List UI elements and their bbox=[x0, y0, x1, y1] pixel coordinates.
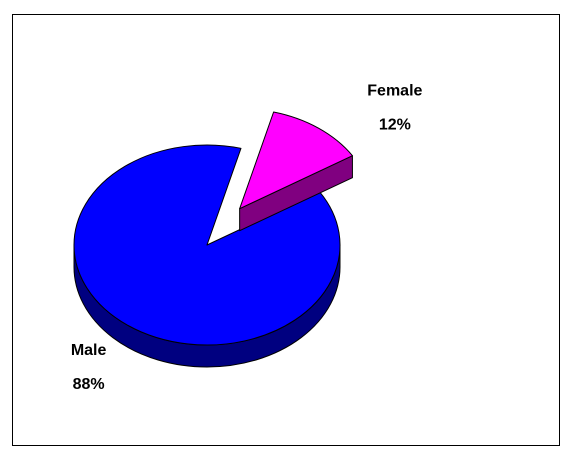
slice-label: Male bbox=[71, 342, 107, 359]
slice-value-label: 88% bbox=[73, 376, 105, 393]
pie-slice bbox=[239, 111, 353, 210]
slice-label: Female bbox=[367, 82, 422, 99]
slice-value-label: 12% bbox=[379, 116, 411, 133]
pie-slice bbox=[73, 144, 341, 346]
